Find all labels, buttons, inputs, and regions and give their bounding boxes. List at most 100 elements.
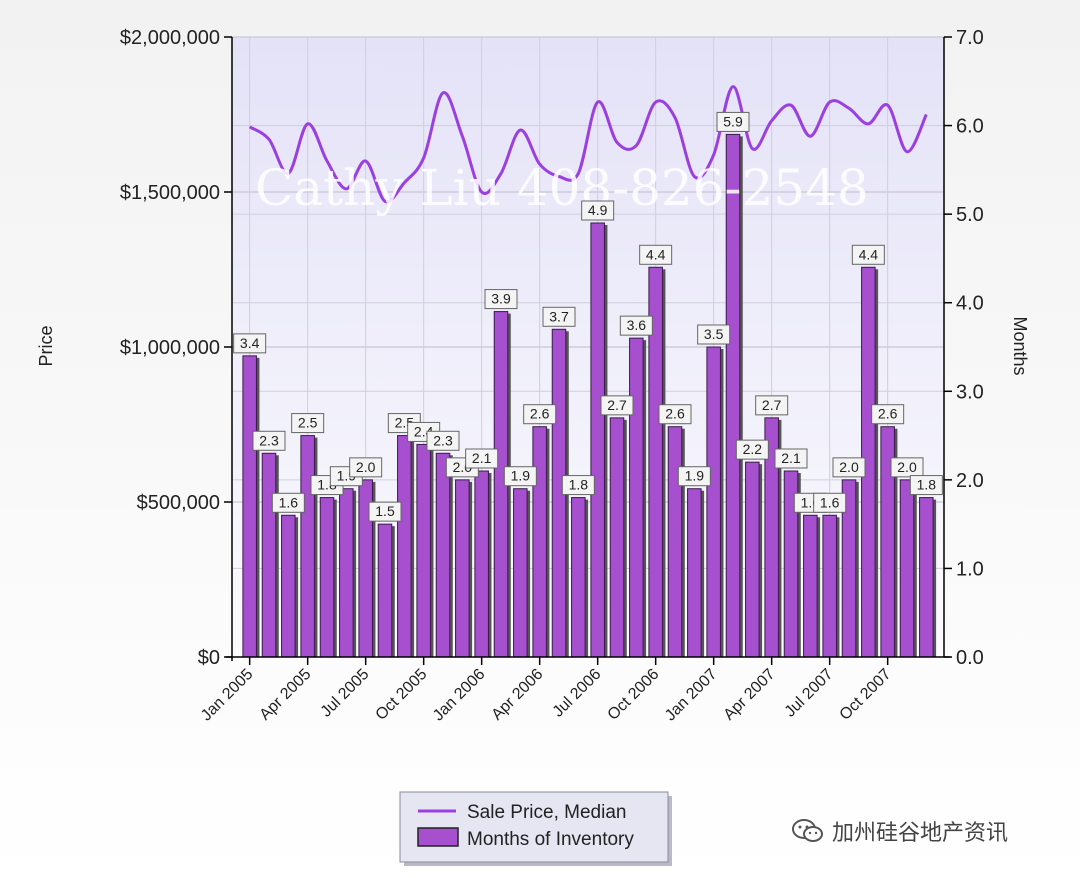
x-tick-label: Jul 2005 [318, 666, 373, 721]
x-tick-label: Apr 2005 [257, 666, 315, 724]
data-label: 3.4 [240, 335, 260, 351]
inventory-bar [532, 426, 547, 658]
legend: Sale Price, Median Months of Inventory [399, 791, 672, 866]
data-label: 2.7 [607, 397, 627, 413]
y-right-tick-label: 5.0 [956, 204, 984, 226]
data-label-box [291, 413, 325, 434]
data-label: 2.3 [259, 432, 279, 448]
inventory-bar [590, 222, 605, 658]
y-left-tick-label: $1,500,000 [120, 182, 220, 204]
x-tick-label: Jan 2005 [198, 666, 257, 725]
y-right-axis-title: Months [1010, 316, 1030, 375]
data-label: 2.1 [472, 450, 492, 466]
x-tick-label: Oct 2007 [837, 666, 895, 724]
data-label-box [813, 492, 847, 513]
y-left-axis-title: Price [36, 325, 56, 366]
inventory-bar [513, 488, 528, 658]
brand-watermark: 加州硅谷地产资讯 [790, 814, 1008, 848]
inventory-bar [435, 452, 451, 658]
data-label-box [851, 244, 885, 265]
data-label: 3.5 [704, 326, 724, 342]
inventory-bar [571, 497, 586, 658]
data-label-box [890, 457, 924, 478]
data-label: 4.4 [646, 246, 666, 262]
y-right-tick-label: 0.0 [956, 647, 984, 669]
data-label: 2.0 [839, 459, 859, 475]
data-label-box [581, 200, 615, 221]
data-label-box [909, 475, 943, 496]
inventory-bar [822, 514, 837, 658]
x-tick-label: Oct 2006 [605, 666, 663, 724]
data-label: 1.9 [511, 468, 531, 484]
data-label-box [677, 466, 711, 487]
data-label: 3.7 [549, 308, 569, 324]
data-label: 2.6 [530, 406, 550, 422]
median-price-line [248, 85, 928, 204]
y-right-tick-label: 4.0 [956, 293, 984, 315]
data-label-box [561, 475, 595, 496]
data-label-box [252, 430, 286, 451]
data-label-box [658, 404, 692, 425]
data-label: 2.5 [298, 415, 318, 431]
data-label: 2.2 [743, 441, 763, 457]
data-label: 5.9 [723, 113, 743, 129]
data-label: 1.6 [820, 494, 840, 510]
data-label: 2.6 [665, 406, 685, 422]
data-label-box [349, 457, 383, 478]
inventory-bar [474, 470, 489, 658]
y-right-tick-label: 3.0 [956, 381, 984, 403]
data-label: 4.4 [859, 246, 879, 262]
legend-box [399, 791, 669, 863]
y-right-tick-label: 6.0 [956, 116, 984, 138]
inventory-bar [397, 435, 412, 658]
data-label: 2.1 [781, 450, 801, 466]
data-label: 1.5 [375, 503, 395, 519]
inventory-bar [377, 523, 393, 658]
x-tick-label: Apr 2007 [721, 666, 779, 724]
data-label: 1.6 [279, 494, 299, 510]
data-label: 2.0 [897, 459, 917, 475]
inventory-bar [706, 346, 721, 658]
inventory-bar [416, 443, 431, 658]
inventory-bars [242, 133, 937, 658]
brand-text: 加州硅谷地产资讯 [832, 821, 1009, 846]
data-label-box [697, 324, 731, 345]
inventory-bar [687, 488, 702, 658]
inventory-bar [261, 452, 277, 658]
x-tick-label: Jul 2007 [782, 666, 837, 721]
data-label-box [600, 395, 634, 416]
data-label-box [368, 501, 402, 522]
data-label: 4.9 [588, 202, 608, 218]
inventory-bar [339, 488, 354, 658]
data-label: 1.9 [685, 468, 705, 484]
watermark: Cathy Liu 408-826-2548 [255, 159, 869, 217]
inventory-bar [919, 497, 934, 658]
inventory-bar [455, 479, 470, 658]
y-left-tick-label: $500,000 [137, 492, 220, 514]
x-tick-label: Apr 2006 [489, 666, 547, 724]
data-label: 1.8 [917, 477, 937, 493]
data-label-box [871, 404, 905, 425]
inventory-bar [629, 337, 644, 658]
data-label-box [484, 289, 518, 310]
data-label-box [774, 448, 808, 469]
data-label-box [755, 395, 789, 416]
data-label-box [523, 404, 557, 425]
data-label: 3.9 [491, 291, 511, 307]
data-label-box [426, 430, 460, 451]
legend-label-sale-price: Sale Price, Median [467, 802, 626, 823]
y-left-tick-label: $0 [198, 647, 220, 669]
legend-label-inventory: Months of Inventory [467, 829, 634, 850]
data-label-box [465, 448, 499, 469]
data-label: 2.7 [762, 397, 782, 413]
data-label-box [271, 492, 305, 513]
data-label: 2.3 [433, 432, 453, 448]
data-label-box [735, 439, 769, 460]
x-tick-label: Jul 2006 [550, 666, 605, 721]
data-label-box [832, 457, 866, 478]
y-right-tick-label: 7.0 [956, 27, 984, 49]
inventory-bar [745, 461, 760, 658]
data-label-box [716, 111, 750, 132]
data-label-box [619, 315, 653, 336]
data-label-box [503, 466, 537, 487]
